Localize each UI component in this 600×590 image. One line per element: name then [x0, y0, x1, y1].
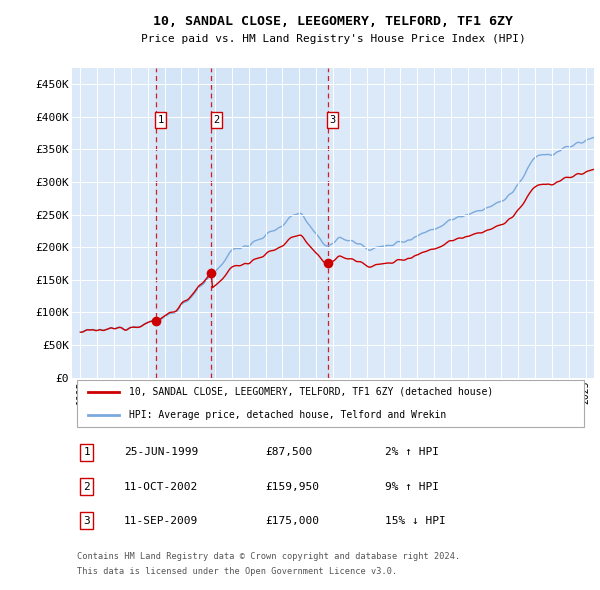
Text: 11-SEP-2009: 11-SEP-2009 [124, 516, 199, 526]
Text: 10, SANDAL CLOSE, LEEGOMERY, TELFORD, TF1 6ZY (detached house): 10, SANDAL CLOSE, LEEGOMERY, TELFORD, TF… [130, 386, 494, 396]
Text: This data is licensed under the Open Government Licence v3.0.: This data is licensed under the Open Gov… [77, 567, 397, 576]
Text: 9% ↑ HPI: 9% ↑ HPI [385, 481, 439, 491]
Text: 2% ↑ HPI: 2% ↑ HPI [385, 447, 439, 457]
Text: 3: 3 [83, 516, 90, 526]
Text: 10, SANDAL CLOSE, LEEGOMERY, TELFORD, TF1 6ZY: 10, SANDAL CLOSE, LEEGOMERY, TELFORD, TF… [153, 15, 513, 28]
Text: 11-OCT-2002: 11-OCT-2002 [124, 481, 199, 491]
Text: 25-JUN-1999: 25-JUN-1999 [124, 447, 199, 457]
Text: Price paid vs. HM Land Registry's House Price Index (HPI): Price paid vs. HM Land Registry's House … [140, 34, 526, 44]
FancyBboxPatch shape [77, 380, 584, 427]
Text: HPI: Average price, detached house, Telford and Wrekin: HPI: Average price, detached house, Telf… [130, 410, 446, 420]
Text: £87,500: £87,500 [265, 447, 313, 457]
Text: 2: 2 [213, 115, 220, 125]
Text: 3: 3 [329, 115, 336, 125]
Text: 1: 1 [83, 447, 90, 457]
Text: Contains HM Land Registry data © Crown copyright and database right 2024.: Contains HM Land Registry data © Crown c… [77, 552, 460, 560]
Text: 15% ↓ HPI: 15% ↓ HPI [385, 516, 446, 526]
Text: 1: 1 [158, 115, 164, 125]
Text: £175,000: £175,000 [265, 516, 319, 526]
Text: £159,950: £159,950 [265, 481, 319, 491]
Text: 2: 2 [83, 481, 90, 491]
Bar [156, 68, 211, 378]
Bar [211, 68, 328, 378]
